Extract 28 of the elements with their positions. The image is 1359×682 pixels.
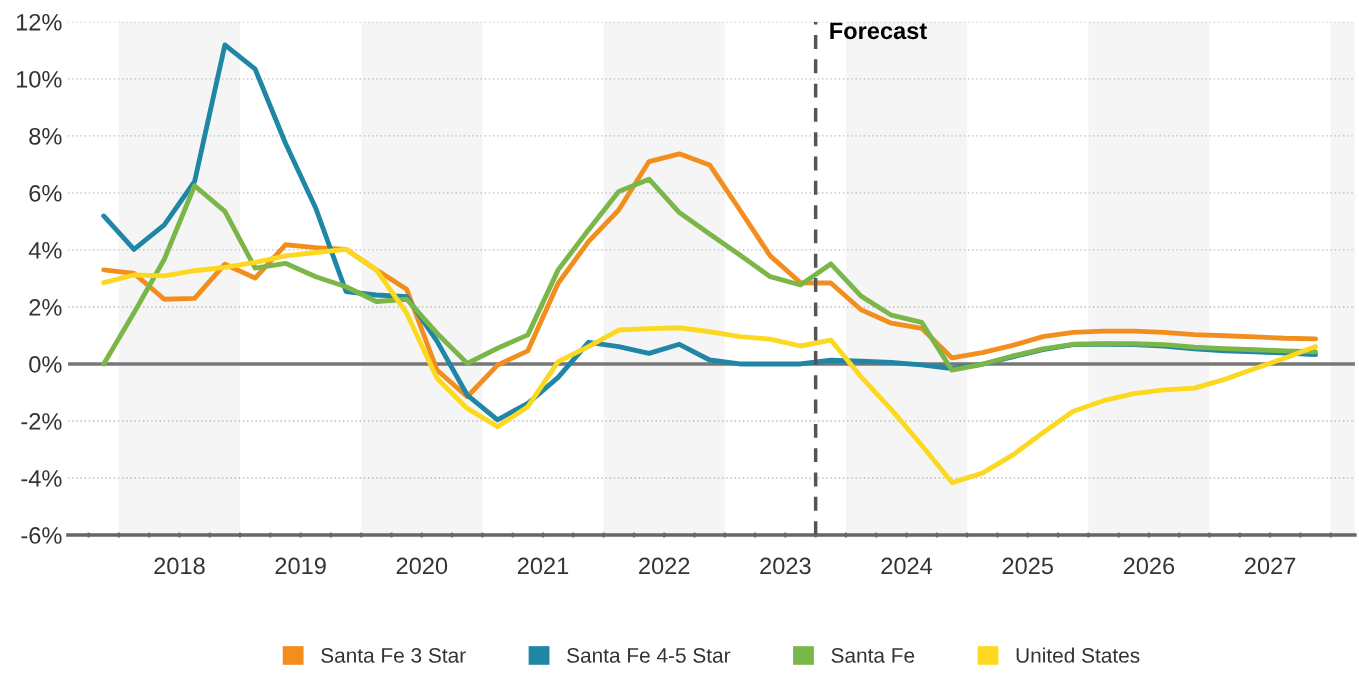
x-tick-label: 2020 [396, 557, 448, 575]
y-tick-label: -4% [21, 470, 62, 487]
ref-line-label: Forecast [830, 22, 927, 40]
y-tick-label: 6% [29, 184, 62, 202]
y-tick-label: 2% [29, 299, 62, 316]
y-tick-label: 12% [16, 13, 62, 31]
x-tick-label: 2022 [639, 557, 690, 575]
x-tick-label: 2024 [881, 557, 933, 575]
y-tick-label: -6% [21, 527, 62, 544]
x-tick-label: 2025 [1002, 557, 1053, 575]
x-tick-label: 2019 [275, 557, 326, 575]
x-tick-label: 2026 [1123, 557, 1175, 575]
x-tick-label: 2023 [760, 557, 811, 575]
line-series [101, 246, 1318, 485]
legend-label: Santa Fe 4-5 Star [567, 648, 731, 663]
x-tick-label: 2027 [1245, 557, 1296, 575]
y-tick-label: 10% [16, 70, 62, 88]
y-tick-label: 8% [29, 127, 62, 145]
x-tick-label: 2018 [154, 557, 205, 575]
y-tick-label: 0% [29, 356, 62, 373]
y-tick-label: -2% [21, 413, 62, 430]
x-tick-label: 2021 [517, 557, 569, 575]
line-series [101, 176, 1318, 373]
legend-label: Santa Fe 3 Star [321, 648, 466, 663]
line-series [101, 151, 1318, 400]
y-tick-label: 4% [28, 242, 62, 259]
legend-label: Santa Fe [831, 648, 915, 663]
legend-label: United States [1016, 647, 1140, 663]
